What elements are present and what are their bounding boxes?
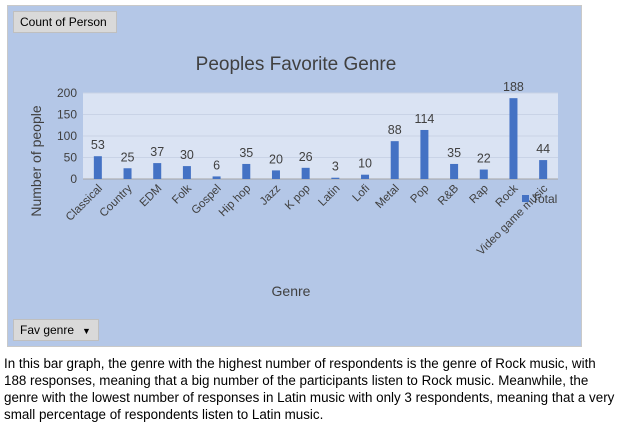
x-tick-label: EDM: [138, 183, 165, 210]
bar[interactable]: [153, 163, 162, 179]
y-tick-label: 0: [70, 172, 77, 186]
x-tick-label: Latin: [316, 183, 342, 209]
x-tick-label: Metal: [373, 183, 401, 211]
data-label: 26: [299, 150, 313, 164]
data-label: 30: [180, 148, 194, 162]
x-tick-label: Country: [98, 182, 135, 219]
data-label: 20: [269, 152, 283, 166]
bar[interactable]: [420, 129, 429, 179]
bar[interactable]: [212, 176, 221, 179]
data-label: 37: [150, 145, 164, 159]
bar[interactable]: [479, 169, 488, 179]
bar[interactable]: [539, 160, 548, 179]
data-label: 25: [121, 150, 135, 164]
data-label: 114: [414, 112, 434, 126]
bar[interactable]: [271, 170, 280, 179]
bar[interactable]: [331, 177, 340, 179]
x-tick-label: Hip hop: [217, 183, 254, 220]
data-label: 22: [477, 152, 491, 166]
legend-label: Total: [532, 192, 557, 206]
x-tick-label: Lofi: [351, 183, 373, 205]
data-label: 188: [503, 80, 524, 94]
bar[interactable]: [123, 168, 132, 179]
x-tick-label: K pop: [283, 183, 313, 213]
bar[interactable]: [361, 174, 370, 179]
data-label: 88: [388, 123, 402, 137]
count-of-person-field-button[interactable]: Count of Person: [13, 11, 117, 33]
y-tick-label: 50: [64, 151, 78, 165]
x-tick-label: R&B: [436, 182, 461, 207]
y-tick-label: 100: [57, 129, 77, 143]
fav-genre-filter-button[interactable]: Fav genre ▼: [13, 319, 99, 341]
data-label: 53: [91, 138, 105, 152]
x-tick-label: Rap: [467, 183, 490, 206]
bar[interactable]: [450, 163, 459, 179]
bar[interactable]: [301, 167, 310, 179]
bar[interactable]: [182, 166, 191, 179]
bar[interactable]: [93, 156, 102, 179]
x-tick-label: Folk: [170, 182, 194, 206]
bar-chart: 0 50 100 150 200 53 Classical 25 Country 37 EDM 30 F…: [28, 54, 558, 299]
legend-marker: [522, 195, 529, 202]
y-tick-label: 150: [57, 108, 77, 122]
x-tick-label: Classical: [64, 183, 105, 224]
x-tick-label: Rock: [494, 182, 521, 209]
data-label: 35: [447, 146, 461, 160]
bar[interactable]: [242, 163, 251, 179]
x-axis-label: Genre: [272, 283, 311, 299]
y-tick-label: 200: [57, 86, 77, 100]
data-label: 44: [536, 142, 550, 156]
pivot-chart[interactable]: 0 50 100 150 200 53 Classical 25 Country 37 EDM 30 F…: [7, 5, 582, 347]
dropdown-arrow-icon[interactable]: ▼: [82, 326, 91, 336]
data-label: 35: [239, 146, 253, 160]
chart-description: In this bar graph, the genre with the hi…: [4, 356, 615, 422]
chart-title: Peoples Favorite Genre: [196, 54, 397, 75]
x-tick-label: Pop: [409, 183, 432, 206]
data-label: 3: [332, 160, 339, 174]
fav-genre-label: Fav genre: [20, 323, 75, 337]
count-of-person-label: Count of Person: [20, 15, 107, 29]
data-label: 10: [358, 157, 372, 171]
y-axis-label: Number of people: [28, 105, 44, 217]
bar[interactable]: [390, 141, 399, 179]
bar[interactable]: [509, 98, 518, 179]
data-label: 6: [213, 158, 220, 172]
x-tick-label: Jazz: [258, 182, 283, 207]
